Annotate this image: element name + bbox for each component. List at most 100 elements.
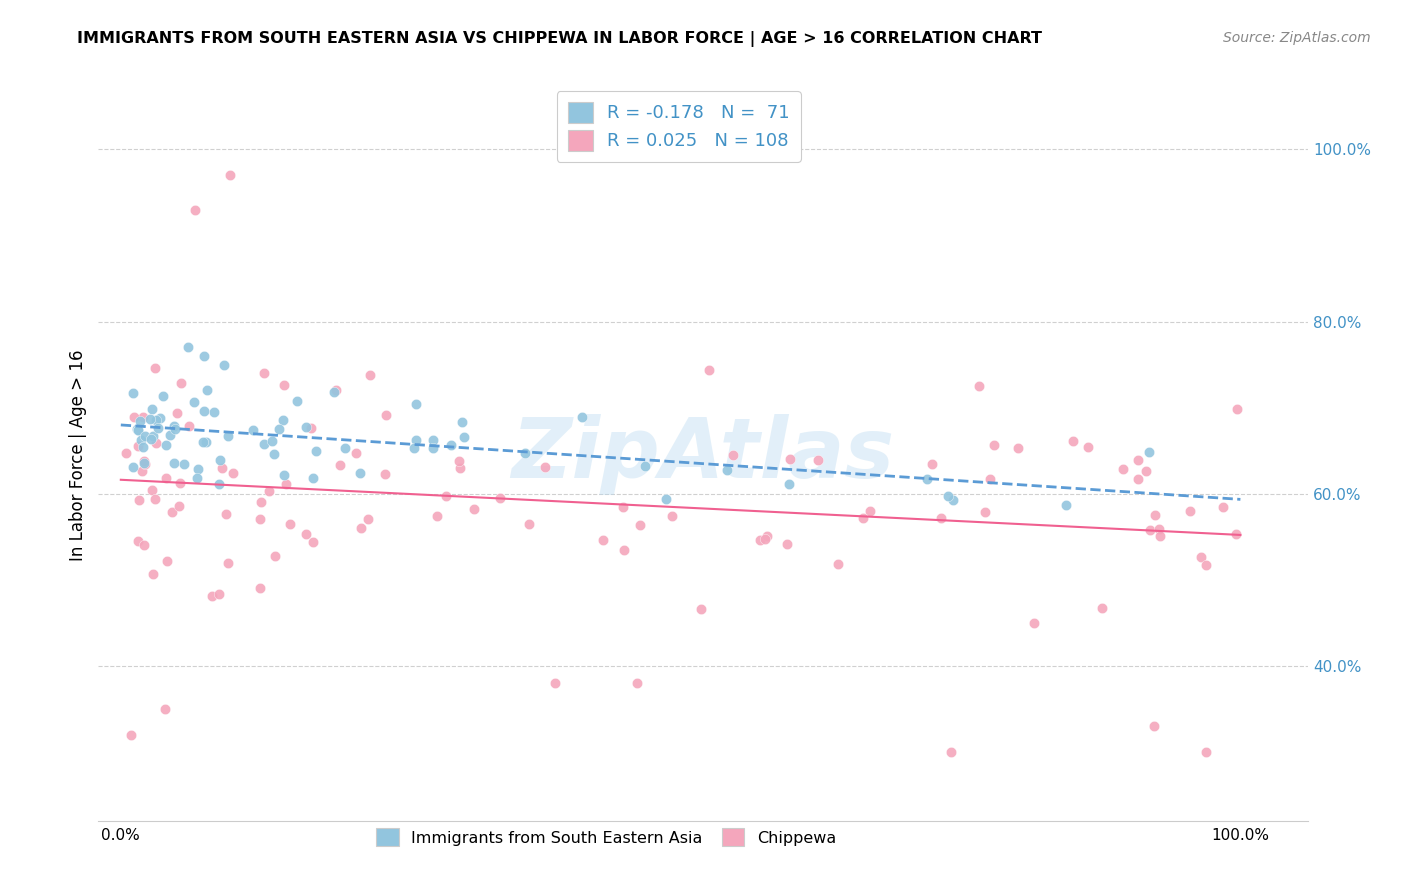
Point [1225, 527, 1247, 541]
Point [115, 445, 138, 459]
Point [1189, 550, 1212, 565]
Point [859, 504, 882, 518]
Point [295, 527, 318, 541]
Point [187, 462, 209, 476]
Point [404, 441, 426, 455]
Point [163, 456, 186, 470]
Point [165, 422, 187, 436]
Point [359, 368, 381, 382]
Point [489, 491, 512, 506]
Point [273, 413, 295, 427]
Point [422, 434, 444, 448]
Point [626, 676, 648, 690]
Point [131, 464, 153, 478]
Point [325, 384, 347, 398]
Point [208, 476, 231, 491]
Point [592, 533, 614, 547]
Point [183, 202, 205, 217]
Point [197, 383, 219, 397]
Point [177, 340, 200, 354]
Point [375, 408, 398, 422]
Point [329, 458, 352, 473]
Point [127, 423, 149, 437]
Point [132, 440, 155, 454]
Point [571, 410, 593, 425]
Point [156, 553, 179, 567]
Point [689, 602, 711, 616]
Point [1022, 615, 1045, 630]
Point [1128, 453, 1150, 467]
Point [1195, 745, 1218, 759]
Point [295, 420, 318, 434]
Point [350, 521, 373, 535]
Point [253, 437, 276, 451]
Point [1147, 522, 1170, 536]
Point [201, 589, 224, 603]
Point [807, 452, 830, 467]
Point [132, 456, 155, 470]
Point [344, 446, 367, 460]
Point [208, 453, 231, 467]
Point [143, 492, 166, 507]
Point [177, 418, 200, 433]
Point [1194, 558, 1216, 572]
Point [374, 467, 396, 482]
Point [153, 702, 176, 716]
Point [127, 439, 149, 453]
Point [357, 512, 380, 526]
Point [661, 509, 683, 524]
Point [422, 441, 444, 455]
Point [1112, 462, 1135, 476]
Point [942, 492, 965, 507]
Point [915, 472, 938, 486]
Point [349, 466, 371, 480]
Point [778, 477, 800, 491]
Point [447, 454, 470, 468]
Point [654, 492, 676, 507]
Point [1135, 464, 1157, 478]
Point [129, 433, 152, 447]
Point [193, 403, 215, 417]
Point [1007, 441, 1029, 455]
Point [697, 362, 720, 376]
Point [128, 493, 150, 508]
Point [305, 443, 328, 458]
Point [517, 516, 540, 531]
Text: IMMIGRANTS FROM SOUTH EASTERN ASIA VS CHIPPEWA IN LABOR FORCE | AGE > 16 CORRELA: IMMIGRANTS FROM SOUTH EASTERN ASIA VS CH… [77, 31, 1042, 47]
Point [186, 470, 208, 484]
Point [145, 435, 167, 450]
Point [852, 511, 875, 525]
Point [132, 454, 155, 468]
Point [1054, 499, 1077, 513]
Point [1091, 600, 1114, 615]
Point [534, 460, 557, 475]
Point [513, 446, 536, 460]
Point [134, 538, 156, 552]
Point [121, 460, 143, 475]
Point [257, 483, 280, 498]
Point [217, 556, 239, 570]
Point [211, 460, 233, 475]
Point [1139, 523, 1161, 537]
Point [323, 385, 346, 400]
Point [827, 557, 849, 571]
Point [299, 421, 322, 435]
Point [302, 471, 325, 485]
Point [143, 361, 166, 376]
Point [249, 581, 271, 595]
Point [166, 406, 188, 420]
Point [195, 435, 218, 450]
Point [155, 471, 177, 485]
Point [263, 446, 285, 460]
Legend: Immigrants from South Eastern Asia, Chippewa: Immigrants from South Eastern Asia, Chip… [370, 822, 842, 853]
Point [333, 441, 356, 455]
Point [139, 411, 162, 425]
Point [273, 378, 295, 392]
Point [628, 517, 651, 532]
Point [142, 429, 165, 443]
Point [193, 349, 215, 363]
Point [155, 438, 177, 452]
Point [301, 535, 323, 549]
Point [250, 495, 273, 509]
Point [160, 505, 183, 519]
